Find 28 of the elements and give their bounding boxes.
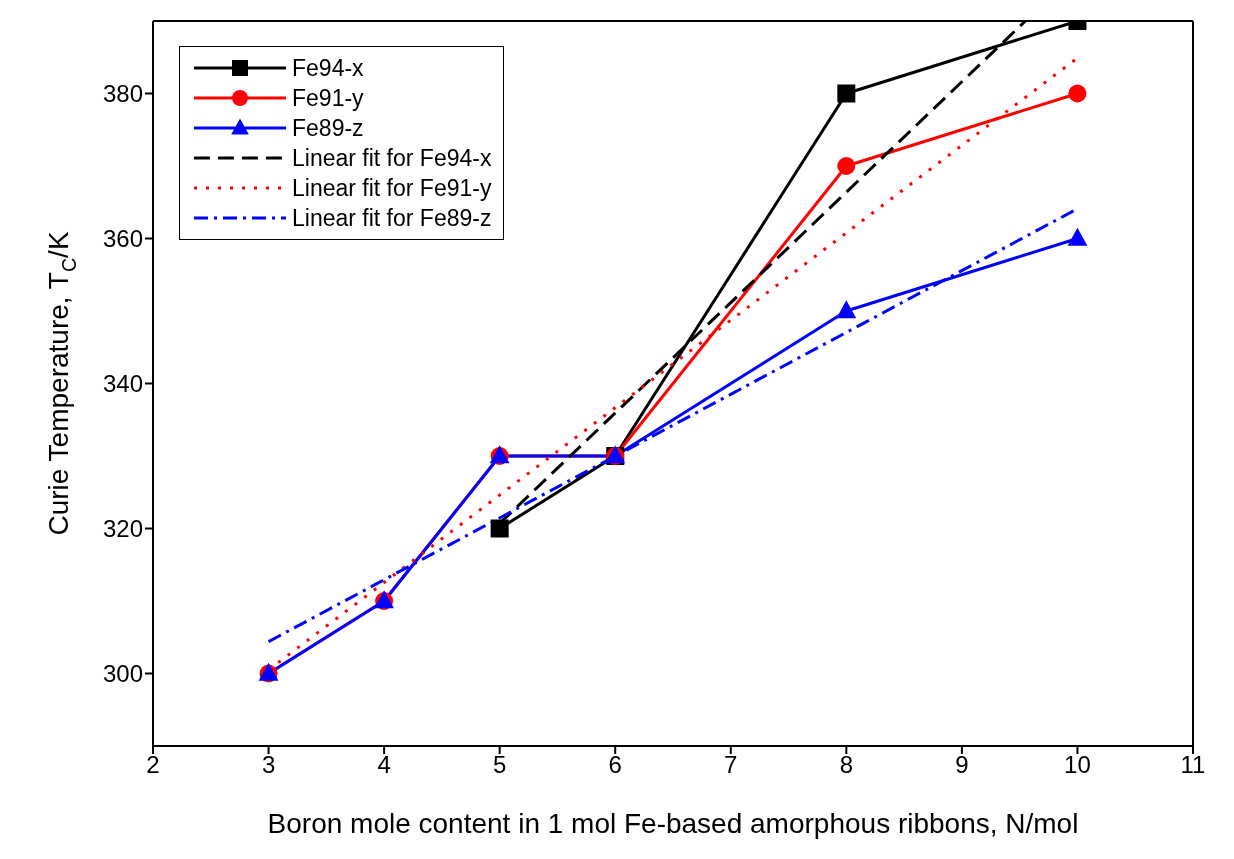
x-tick-label: 8 [839,751,854,779]
x-tick-label: 3 [261,751,276,779]
x-tick-label: 7 [724,751,738,779]
point [490,519,509,538]
point [836,300,857,319]
legend-label: Linear fit for Fe89-z [292,204,492,232]
point [837,157,856,175]
y-tick-label: 320 [102,515,143,543]
x-tick-label: 6 [608,751,622,779]
point [837,84,856,103]
point [1067,227,1088,246]
point [1068,84,1087,103]
x-tick-label: 2 [146,751,160,779]
x-tick-label: 11 [1180,751,1206,779]
x-tick-label: 9 [955,751,969,779]
x-tick-label: 10 [1064,751,1091,779]
legend-label: Linear fit for Fe91-y [292,174,492,202]
y-tick-label: 360 [102,225,143,253]
legend-label: Fe91-y [292,84,364,112]
y-tick-label: 300 [102,660,143,688]
y-tick-label: 380 [102,80,143,108]
legend-label: Fe94-x [292,54,364,82]
x-axis-title: Boron mole content in 1 mol Fe-based amorphous ribbons, N/mol [267,808,1079,839]
x-tick-label: 5 [492,751,507,779]
legend-label: Fe89-z [292,114,364,142]
x-tick-label: 4 [377,751,391,779]
y-tick-label: 340 [102,370,143,398]
legend-label: Linear fit for Fe94-x [292,144,492,172]
